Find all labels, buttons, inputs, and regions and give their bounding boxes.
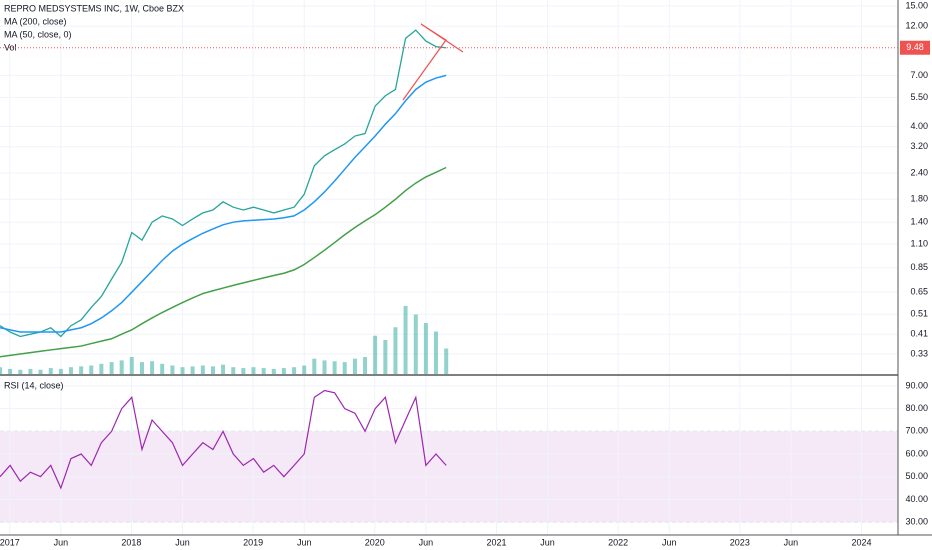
y-tick-label: 1.10 xyxy=(910,239,928,249)
x-tick-label: 2024 xyxy=(851,537,871,547)
series-line xyxy=(0,166,447,358)
y-tick-label: 5.50 xyxy=(910,92,928,102)
y-tick-label: 0.65 xyxy=(910,287,928,297)
x-tick-label: 2020 xyxy=(365,537,385,547)
y-tick-label: 1.80 xyxy=(910,194,928,204)
volume-bar xyxy=(261,368,266,374)
volume-bar xyxy=(241,368,246,374)
volume-bar xyxy=(444,348,449,374)
volume-bar xyxy=(292,367,297,374)
y-tick-label: 1.40 xyxy=(910,217,928,227)
volume-bar xyxy=(373,335,378,374)
rsi-line xyxy=(0,389,447,490)
y-tick-label: 0.51 xyxy=(910,309,928,319)
volume-bar xyxy=(99,363,104,374)
volume-bar xyxy=(68,367,73,374)
y-tick-label: 0.85 xyxy=(910,262,928,272)
volume-bar xyxy=(180,367,185,374)
volume-bar xyxy=(160,363,165,374)
rsi-tick-label: 50.00 xyxy=(905,471,928,481)
volume-bar xyxy=(38,369,43,374)
volume-bar xyxy=(129,357,134,374)
x-tick-label: 2017 xyxy=(0,537,20,547)
volume-bar xyxy=(190,366,195,374)
rsi-tick-label: 60.00 xyxy=(905,448,928,458)
rsi-tick-label: 30.00 xyxy=(905,516,928,526)
rsi-label: RSI (14, close) xyxy=(4,380,64,390)
volume-bar xyxy=(170,365,175,374)
volume-bar xyxy=(383,340,388,374)
x-tick-label: 2018 xyxy=(121,537,141,547)
y-tick-label: 4.00 xyxy=(910,121,928,131)
volume-bar xyxy=(221,364,226,374)
y-tick-label: 7.00 xyxy=(910,70,928,80)
x-tick-label: Jun xyxy=(784,537,799,547)
triangle-drawing xyxy=(402,23,464,101)
ma200-label: MA (200, close) xyxy=(4,16,67,26)
rsi-tick-label: 80.00 xyxy=(905,403,928,413)
rsi-tick-label: 70.00 xyxy=(905,426,928,436)
x-tick-label: Jun xyxy=(540,537,555,547)
volume-bar xyxy=(363,357,368,374)
last-price-label: 9.48 xyxy=(906,42,924,52)
volume-bar xyxy=(109,362,114,374)
volume-bar xyxy=(251,367,256,374)
volume-bar xyxy=(231,367,236,374)
x-tick-label: Jun xyxy=(419,537,434,547)
volume-bar xyxy=(271,368,276,374)
volume-bar xyxy=(0,367,2,374)
y-tick-label: 15.00 xyxy=(905,0,928,10)
volume-bar xyxy=(200,365,205,374)
volume-bar xyxy=(150,361,155,374)
volume-bar xyxy=(423,323,428,374)
x-tick-label: 2021 xyxy=(486,537,506,547)
y-tick-label: 12.00 xyxy=(905,21,928,31)
y-tick-label: 0.41 xyxy=(910,329,928,339)
volume-bar xyxy=(58,368,63,374)
grid xyxy=(0,0,898,535)
plot xyxy=(0,29,449,490)
volume-bar xyxy=(48,368,53,374)
x-tick-label: 2022 xyxy=(608,537,628,547)
volume-bar xyxy=(332,361,337,374)
volume-bar xyxy=(8,368,13,374)
volume-bar xyxy=(210,366,215,374)
volume-bar xyxy=(18,369,23,374)
x-tick-label: 2019 xyxy=(243,537,263,547)
volume-bar xyxy=(322,360,327,374)
volume-bar xyxy=(433,331,438,374)
volume-bar xyxy=(119,360,124,374)
x-tick-label: Jun xyxy=(54,537,69,547)
y-tick-label: 0.33 xyxy=(910,348,928,358)
x-tick-label: Jun xyxy=(175,537,190,547)
rsi-tick-label: 40.00 xyxy=(905,494,928,504)
volume-bar xyxy=(28,368,33,374)
volume-bar xyxy=(89,365,94,374)
series-line xyxy=(0,29,447,338)
volume-bar xyxy=(413,314,418,374)
y-tick-label: 3.20 xyxy=(910,141,928,151)
volume-bar xyxy=(281,368,286,374)
volume-bar xyxy=(393,327,398,374)
last-price-box xyxy=(900,40,930,55)
volume-bar xyxy=(403,306,408,374)
x-tick-label: Jun xyxy=(662,537,677,547)
volume-label: Vol xyxy=(4,42,17,52)
ma50-label: MA (50, close, 0) xyxy=(4,29,72,39)
x-tick-label: Jun xyxy=(297,537,312,547)
volume-bar xyxy=(79,366,84,374)
y-tick-label: 2.40 xyxy=(910,167,928,177)
volume-bar xyxy=(140,362,145,374)
rsi-tick-label: 90.00 xyxy=(905,380,928,390)
series-line xyxy=(0,74,447,333)
volume-bar xyxy=(302,365,307,374)
x-tick-label: 2023 xyxy=(730,537,750,547)
volume-bar xyxy=(312,358,317,374)
volume-bar xyxy=(342,362,347,374)
volume-bar xyxy=(352,358,357,374)
chart-title: REPRO MEDSYSTEMS INC, 1W, Cboe BZX xyxy=(4,3,184,13)
